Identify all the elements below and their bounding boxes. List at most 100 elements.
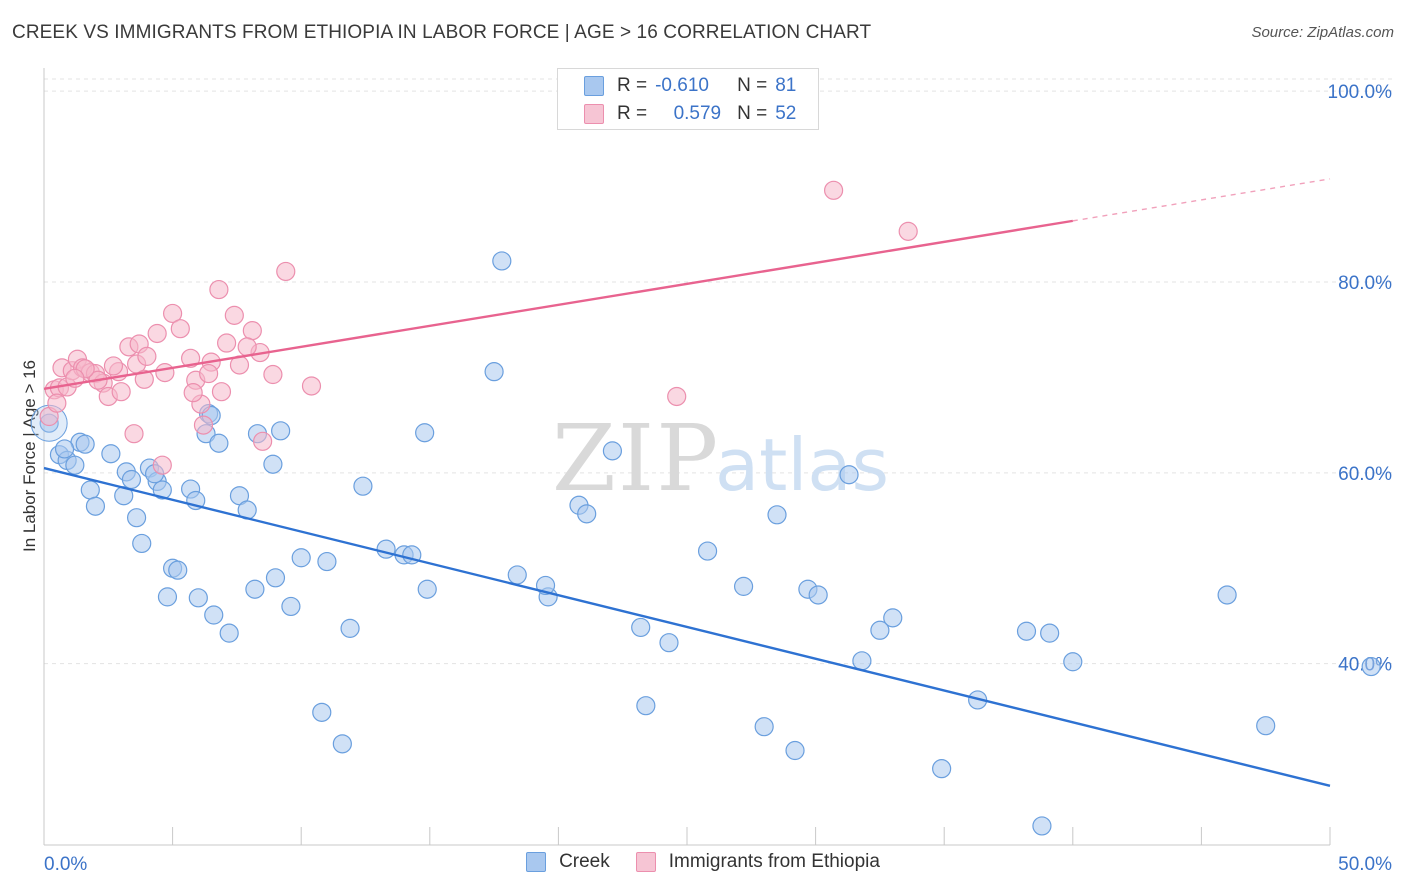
ethiopia-point bbox=[276, 261, 296, 282]
creek-point bbox=[263, 454, 283, 474]
bottom-legend-swatch-creek bbox=[526, 852, 547, 872]
creek-point bbox=[332, 734, 352, 754]
creek-point bbox=[271, 421, 291, 441]
bottom-legend-creek: Creek bbox=[526, 851, 610, 873]
ethiopia-point bbox=[224, 305, 244, 325]
creek-point bbox=[1016, 621, 1037, 641]
creek-point bbox=[54, 439, 75, 459]
ethiopia-point bbox=[170, 319, 190, 339]
creek-point bbox=[492, 251, 512, 271]
creek-point bbox=[353, 476, 373, 496]
ethiopia-point bbox=[47, 393, 67, 413]
ethiopia-point bbox=[124, 424, 144, 444]
y-tick-label: 80.0% bbox=[1338, 273, 1392, 294]
ethiopia-point bbox=[152, 455, 172, 475]
creek-point bbox=[317, 551, 337, 572]
creek-point bbox=[852, 651, 872, 671]
y-tick-labels: 40.0%60.0%80.0%100.0% bbox=[1328, 82, 1393, 676]
legend-n-label: N = bbox=[737, 103, 768, 124]
ethiopia-trend-line-extension bbox=[1072, 178, 1331, 222]
creek-point bbox=[1361, 656, 1381, 677]
creek-point bbox=[132, 533, 152, 554]
creek-point bbox=[602, 441, 623, 461]
legend-swatch-ethiopia bbox=[584, 104, 604, 124]
creek-point bbox=[417, 579, 437, 599]
creek-point bbox=[188, 588, 208, 608]
ethiopia-point bbox=[242, 321, 262, 341]
ethiopia-point bbox=[134, 369, 154, 389]
legend-row-ethiopia: R = 0.579 N = 52 bbox=[584, 101, 796, 127]
creek-point bbox=[733, 576, 754, 596]
ethiopia-point bbox=[137, 346, 157, 366]
bottom-legend-label-ethiopia: Immigrants from Ethiopia bbox=[668, 851, 880, 872]
x-tick-labels: 0.0% 50.0% bbox=[44, 854, 1392, 875]
bottom-legend: Creek Immigrants from Ethiopia bbox=[0, 851, 1406, 873]
creek-point bbox=[75, 434, 95, 454]
creek-point bbox=[1040, 623, 1060, 643]
ethiopia-point bbox=[263, 364, 283, 385]
ethiopia-point bbox=[237, 337, 257, 357]
creek-point bbox=[291, 548, 311, 568]
ethiopia-point bbox=[147, 323, 167, 344]
legend-r-label: R = bbox=[617, 103, 648, 124]
watermark-atlas: atlas bbox=[715, 423, 889, 507]
creek-point bbox=[839, 465, 859, 485]
source-label: Source: ZipAtlas.com bbox=[1251, 24, 1394, 41]
ethiopia-point bbox=[183, 383, 203, 403]
creek-point bbox=[340, 618, 360, 638]
legend-n-value-creek: 81 bbox=[775, 75, 797, 96]
creek-point bbox=[245, 579, 265, 599]
creek-point bbox=[767, 505, 787, 525]
creek-point bbox=[85, 496, 106, 516]
ethiopia-point bbox=[193, 415, 214, 435]
creek-point bbox=[1256, 716, 1276, 736]
ethiopia-point bbox=[253, 431, 273, 451]
creek-point bbox=[80, 480, 100, 500]
legend-r-value-creek: -0.610 bbox=[655, 75, 709, 96]
legend-r-label: R = bbox=[617, 75, 648, 96]
creek-point bbox=[265, 568, 286, 588]
creek-point bbox=[697, 541, 718, 561]
trend-lines bbox=[43, 178, 1331, 787]
y-axis-label: In Labor Force | Age > 16 bbox=[20, 360, 39, 552]
chart-title: CREEK VS IMMIGRANTS FROM ETHIOPIA IN LAB… bbox=[12, 22, 872, 43]
creek-point bbox=[312, 702, 332, 722]
bottom-legend-label-creek: Creek bbox=[559, 851, 610, 872]
creek-point bbox=[659, 633, 679, 653]
y-tick-label: 100.0% bbox=[1328, 82, 1393, 103]
creek-point bbox=[219, 623, 239, 643]
legend-swatch-creek bbox=[584, 76, 604, 96]
creek-point bbox=[636, 696, 656, 716]
creek-point bbox=[507, 565, 527, 585]
watermark-zip: ZIP bbox=[552, 405, 720, 512]
creek-trend-line bbox=[43, 466, 1331, 787]
creek-point bbox=[101, 444, 121, 464]
creek-point bbox=[415, 423, 435, 443]
creek-point bbox=[152, 480, 172, 500]
creek-point bbox=[870, 620, 890, 640]
ethiopia-point bbox=[301, 376, 322, 396]
creek-point bbox=[754, 717, 774, 737]
ethiopia-point bbox=[199, 363, 219, 384]
ethiopia-point bbox=[211, 382, 232, 402]
legend: R = -0.610 N = 81 R = 0.579 N = 52 bbox=[557, 68, 819, 130]
creek-point bbox=[1217, 585, 1237, 605]
ethiopia-points bbox=[39, 180, 918, 475]
creek-point bbox=[168, 560, 188, 580]
creek-point bbox=[204, 605, 224, 625]
bottom-legend-swatch-ethiopia bbox=[635, 852, 656, 872]
bottom-legend-ethiopia: Immigrants from Ethiopia bbox=[635, 851, 880, 873]
creek-point bbox=[808, 585, 828, 605]
creek-point bbox=[1032, 816, 1052, 836]
axes bbox=[43, 68, 1331, 846]
legend-n-value-ethiopia: 52 bbox=[775, 103, 797, 124]
creek-point bbox=[65, 455, 85, 475]
ethiopia-point bbox=[667, 386, 687, 407]
ethiopia-point bbox=[898, 221, 918, 241]
ethiopia-point bbox=[103, 356, 124, 376]
creek-point bbox=[126, 508, 147, 528]
creek-point bbox=[1063, 652, 1083, 672]
creek-point bbox=[932, 759, 952, 779]
ethiopia-point bbox=[209, 279, 229, 300]
